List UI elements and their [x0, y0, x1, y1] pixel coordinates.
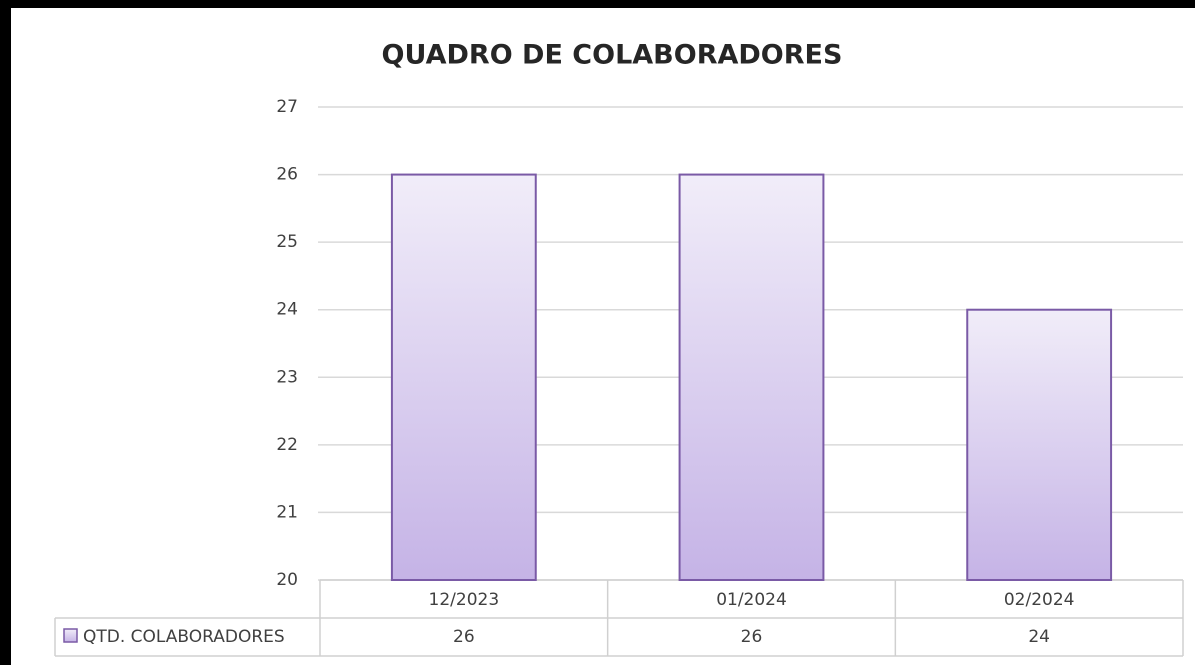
y-tick-label: 22 — [276, 435, 298, 455]
bar — [966, 308, 1113, 581]
y-tick-label: 24 — [276, 300, 298, 320]
frame-top — [0, 0, 1195, 8]
table-value: 26 — [453, 627, 475, 647]
x-tick-label: 12/2023 — [429, 590, 500, 610]
y-tick-label: 25 — [276, 232, 298, 252]
table-value: 26 — [741, 627, 763, 647]
y-tick-label: 20 — [276, 570, 298, 590]
x-tick-label: 02/2024 — [1004, 590, 1075, 610]
bar — [678, 173, 825, 581]
legend-swatch — [63, 628, 78, 643]
x-tick-label: 01/2024 — [716, 590, 787, 610]
y-tick-label: 23 — [276, 367, 298, 387]
y-tick-label: 27 — [276, 97, 298, 117]
legend-label: QTD. COLABORADORES — [83, 627, 285, 647]
chart-title: QUADRO DE COLABORADORES — [382, 40, 843, 71]
frame-left — [0, 0, 11, 665]
y-tick-label: 21 — [276, 502, 298, 522]
bar — [390, 173, 537, 581]
table-value: 24 — [1028, 627, 1050, 647]
y-tick-label: 26 — [276, 165, 298, 185]
